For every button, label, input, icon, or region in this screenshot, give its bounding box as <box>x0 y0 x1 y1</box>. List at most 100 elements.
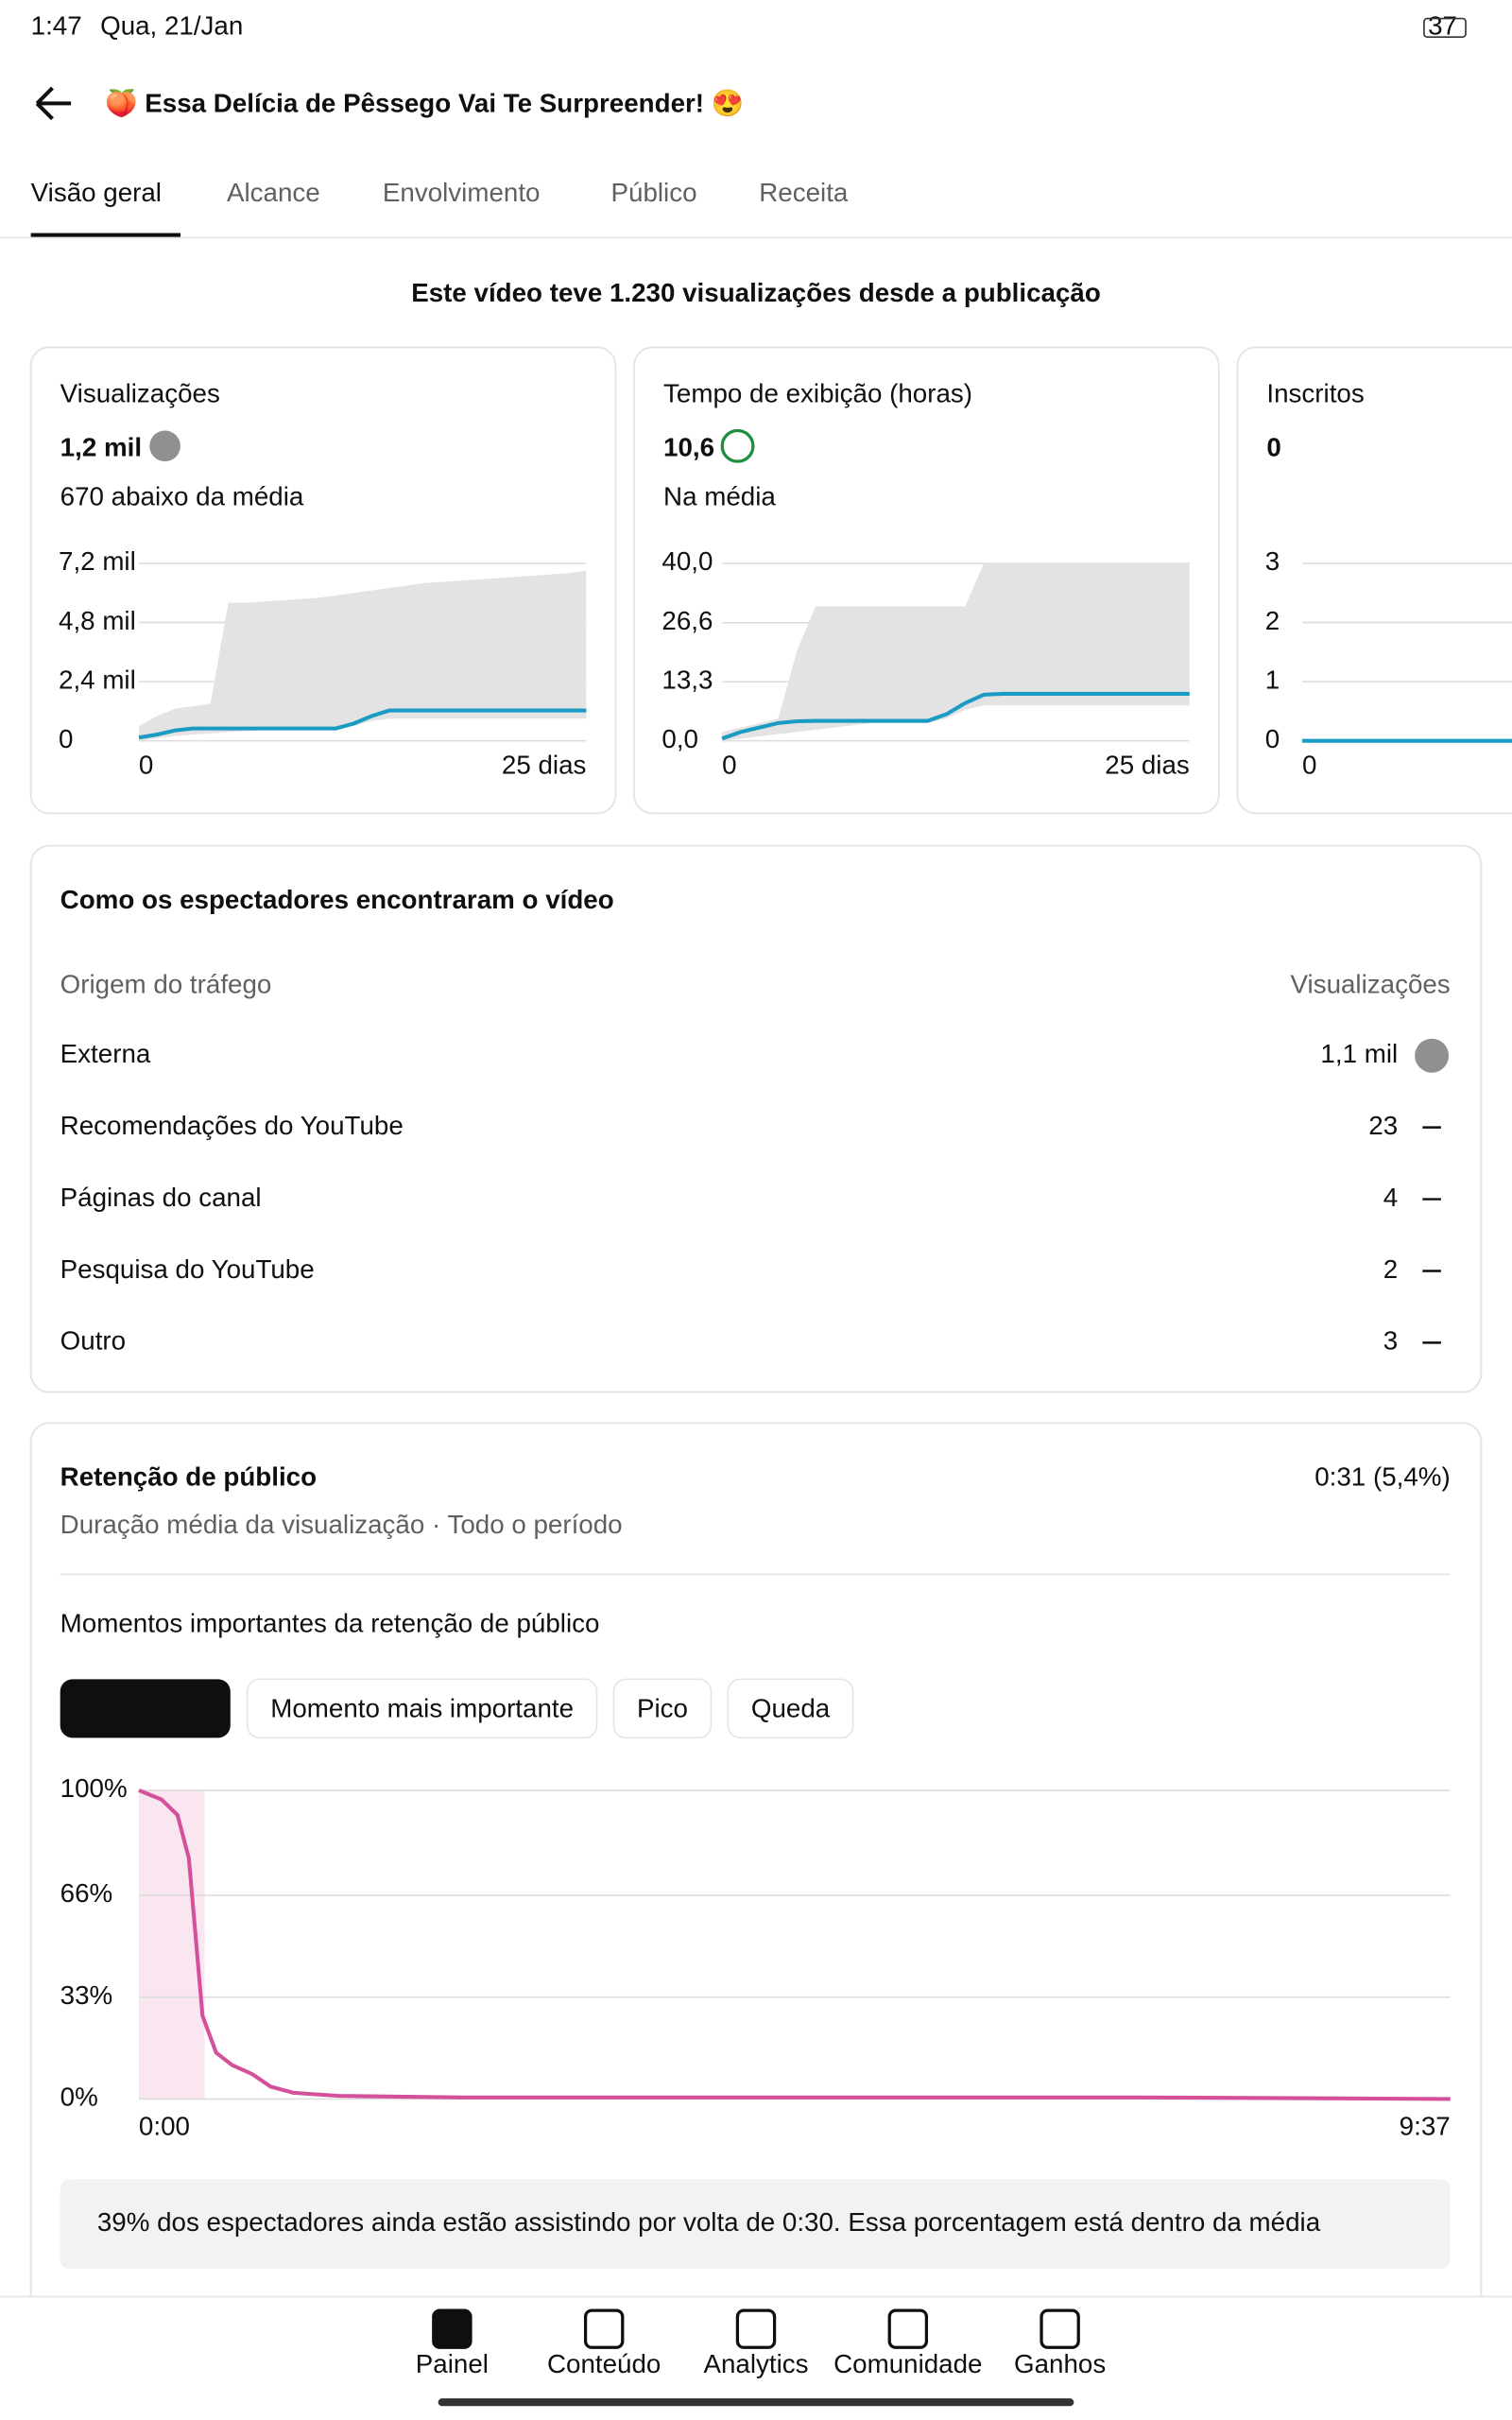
y-tick-label: 4,8 mil <box>59 606 136 635</box>
nav-icon <box>1040 2308 1080 2349</box>
battery-icon <box>1423 17 1467 38</box>
traffic-source: Pesquisa do YouTube <box>60 1254 315 1284</box>
tab[interactable]: Público <box>611 178 697 207</box>
traffic-title: Como os espectadores encontraram o vídeo <box>60 885 614 914</box>
traffic-row[interactable]: Externa 1,1 mil <box>60 1038 1450 1073</box>
traffic-views: 4 <box>1383 1183 1398 1212</box>
metric-label: Inscritos <box>1266 378 1364 407</box>
y-tick-label: 66% <box>60 1878 113 1908</box>
chip[interactable]: Queda <box>727 1678 854 1739</box>
nav-icon <box>432 2308 472 2349</box>
chip-label: Introdução <box>83 1693 207 1722</box>
chip-bg <box>612 1678 713 1739</box>
tab[interactable]: Alcance <box>227 178 320 207</box>
tab[interactable]: Receita <box>759 178 849 207</box>
note-box <box>60 2179 1451 2269</box>
chip-label: Pico <box>637 1693 688 1722</box>
retention-title: Retenção de público <box>60 1461 317 1491</box>
nav-item[interactable]: Painel <box>416 2308 489 2378</box>
back-button[interactable] <box>35 86 72 121</box>
chip[interactable]: Introdução <box>60 1679 231 1738</box>
x-tick-label: 0 <box>1302 751 1316 780</box>
range-band <box>138 570 587 741</box>
nav-label: Analytics <box>703 2349 808 2378</box>
nav-icon <box>887 2308 929 2349</box>
traffic-row[interactable]: Páginas do canal 4 <box>60 1183 1441 1212</box>
nav-label: Conteúdo <box>547 2349 661 2378</box>
traffic-views: 2 <box>1383 1254 1398 1284</box>
col-views: Visualizações <box>1291 970 1451 999</box>
chip-label: Momento mais importante <box>270 1693 574 1722</box>
x-tick-label: 0:00 <box>139 2112 190 2141</box>
metric-label: Visualizações <box>60 378 220 407</box>
y-tick-label: 7,2 mil <box>59 546 136 576</box>
traffic-views: 1,1 mil <box>1320 1039 1398 1068</box>
video-title: 🍑 Essa Delícia de Pêssego Vai Te Surpree… <box>105 87 744 118</box>
tab[interactable]: Envolvimento <box>383 178 541 207</box>
card-bg <box>1236 346 1512 815</box>
status-date: Qua, 21/Jan <box>100 11 243 41</box>
y-tick-label: 2,4 mil <box>59 665 136 694</box>
traffic-source: Recomendações do YouTube <box>60 1111 404 1140</box>
status-icon <box>149 430 180 462</box>
x-tick-label: 9:37 <box>1400 2112 1451 2141</box>
traffic-source: Externa <box>60 1039 151 1068</box>
y-tick-label: 2 <box>1265 606 1280 635</box>
traffic-views: 23 <box>1368 1111 1398 1140</box>
data-line <box>138 708 587 740</box>
y-tick-label: 0 <box>59 724 73 753</box>
nav-label: Ganhos <box>1014 2349 1106 2378</box>
col-source: Origem do tráfego <box>60 970 272 999</box>
battery: 37 <box>1428 11 1457 41</box>
chip-label: Queda <box>751 1693 831 1722</box>
x-tick-label: 0 <box>139 751 153 780</box>
y-tick-label: 26,6 <box>662 606 713 635</box>
traffic-views: 3 <box>1383 1326 1398 1356</box>
x-tick-label: 25 dias <box>502 751 586 780</box>
y-tick-label: 100% <box>60 1773 128 1803</box>
chip-bg <box>60 1679 231 1738</box>
chip-bg <box>246 1678 598 1739</box>
metric-card: Tempo de exibição (horas) 10,6 Na média 0,0… <box>633 346 1220 815</box>
traffic-row[interactable]: Outro 3 <box>60 1326 1441 1356</box>
nav-item[interactable]: Comunidade <box>833 2308 982 2378</box>
nav-label: Comunidade <box>833 2349 982 2378</box>
y-tick-label: 13,3 <box>662 666 713 695</box>
chip[interactable]: Momento mais importante <box>246 1678 598 1739</box>
down-icon <box>1415 1038 1450 1073</box>
chip-bg <box>727 1678 854 1739</box>
metric-card: Visualizações 1,2 mil 670 abaixo da média 0… <box>29 346 617 815</box>
moments-title: Momentos importantes da retenção de públ… <box>60 1609 600 1638</box>
traffic-source: Outro <box>60 1326 126 1356</box>
tab[interactable]: Visão geral <box>31 178 162 207</box>
chip[interactable]: Pico <box>612 1678 713 1739</box>
x-tick-label: 25 dias <box>1105 751 1189 780</box>
metric-value: 0 <box>1266 432 1280 461</box>
nav-item[interactable]: Ganhos <box>1014 2308 1106 2378</box>
traffic-row[interactable]: Recomendações do YouTube 23 <box>60 1111 1441 1140</box>
x-tick-label: 0 <box>722 751 736 780</box>
data-line <box>138 1788 1451 2101</box>
y-tick-label: 3 <box>1265 546 1280 576</box>
retention-value: 0:31 (5,4%) <box>1314 1461 1450 1491</box>
range-band <box>722 562 1190 741</box>
data-line <box>721 691 1190 741</box>
traffic-card <box>29 844 1483 1393</box>
retention-subtitle: Duração média da visualização · Todo o p… <box>60 1510 623 1539</box>
nav-item[interactable]: Conteúdo <box>547 2308 661 2378</box>
nav-icon <box>735 2308 777 2349</box>
status-time: 1:47 <box>31 11 82 41</box>
y-tick-label: 40,0 <box>662 546 713 576</box>
metric-value: 1,2 mil <box>60 432 142 461</box>
nav-icon <box>583 2308 625 2349</box>
y-tick-label: 1 <box>1265 665 1280 694</box>
traffic-row[interactable]: Pesquisa do YouTube 2 <box>60 1254 1441 1284</box>
highlight <box>138 1789 205 2100</box>
nav-item[interactable]: Analytics <box>703 2308 809 2378</box>
y-tick-label: 0,0 <box>662 724 698 753</box>
home-indicator <box>438 2398 1074 2407</box>
metric-note: Na média <box>663 482 776 511</box>
status-icon <box>720 428 755 463</box>
